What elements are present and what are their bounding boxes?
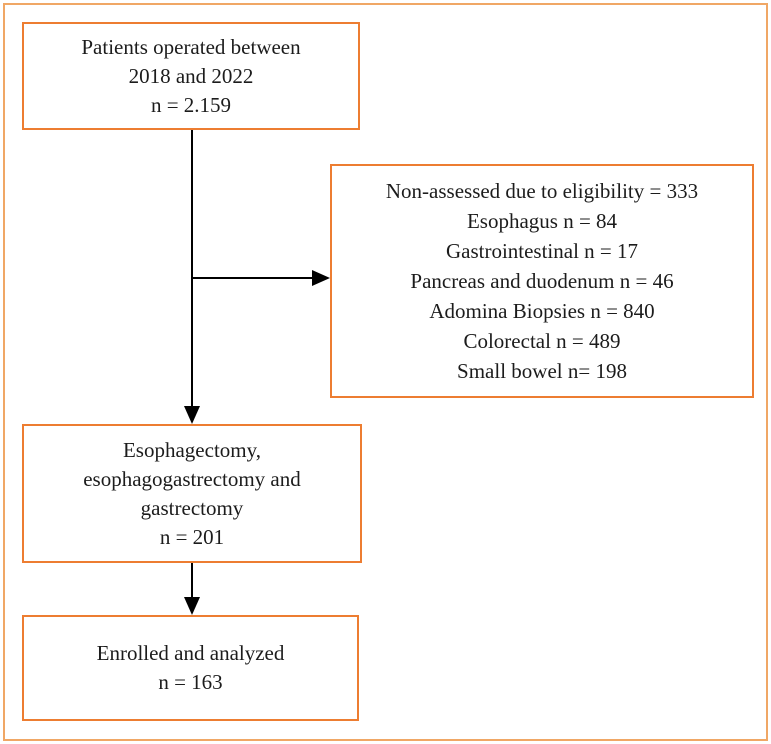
flow-box-text-line: Adomina Biopsies n = 840 bbox=[429, 299, 655, 323]
arrowhead-down-icon bbox=[184, 406, 200, 424]
flow-box-text-line: n = 2.159 bbox=[150, 92, 232, 117]
flow-box-text-line: n = 163 bbox=[158, 670, 223, 694]
flow-box-text-line: Esophagectomy, bbox=[122, 437, 262, 462]
flow-box-text-line: Colorectal n = 489 bbox=[463, 329, 621, 353]
flow-box-text-line: n = 201 bbox=[159, 524, 225, 549]
flow-box-text-line: Non-assessed due to eligibility = 333 bbox=[385, 179, 699, 203]
flow-box-text-line: Esophagus n = 84 bbox=[466, 209, 618, 233]
flow-box-text-line: gastrectomy bbox=[140, 495, 244, 520]
arrowhead-down-icon bbox=[184, 597, 200, 615]
flow-box-enrolled-analyzed: Enrolled and analyzed n = 163 bbox=[22, 615, 359, 721]
flow-box-non-assessed: Non-assessed due to eligibility = 333 Es… bbox=[330, 164, 754, 398]
flow-box-text-line: esophagogastrectomy and bbox=[83, 466, 301, 491]
connector-surgery-to-final bbox=[191, 563, 193, 597]
connector-branch-to-excluded bbox=[192, 277, 314, 279]
connector-top-to-surgery bbox=[191, 130, 193, 406]
flow-box-patients-operated: Patients operated between 2018 and 2022 … bbox=[22, 22, 360, 130]
flow-box-text-line: Enrolled and analyzed bbox=[96, 641, 285, 665]
flow-box-surgery-types: Esophagectomy, esophagogastrectomy and g… bbox=[22, 424, 362, 563]
arrowhead-right-icon bbox=[312, 270, 330, 286]
flow-box-text-line: Patients operated between bbox=[81, 34, 301, 59]
flow-box-text-line: 2018 and 2022 bbox=[128, 63, 254, 88]
flow-box-text-line: Gastrointestinal n = 17 bbox=[445, 239, 639, 263]
flow-box-text-line: Small bowel n= 198 bbox=[457, 359, 627, 383]
flow-box-text-line: Pancreas and duodenum n = 46 bbox=[410, 269, 674, 293]
